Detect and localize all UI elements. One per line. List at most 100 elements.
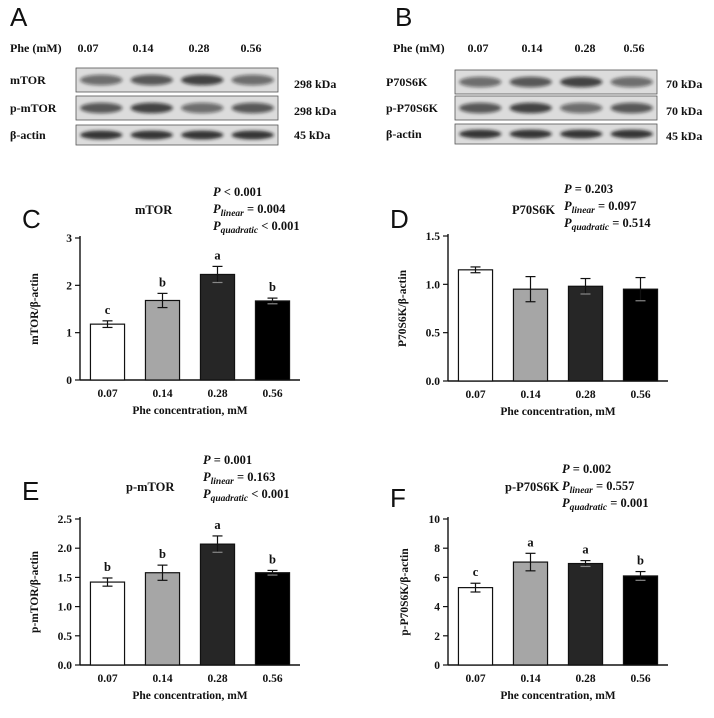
y-axis-label: mTOR/β-actin [29,273,41,345]
stat-symbol: P [203,470,211,484]
kda-label: 70 kDa [666,77,702,91]
blot-band [80,102,123,114]
bar [567,285,604,382]
stat-line: Plinear = 0.163 [203,470,275,487]
blot-row: β-actin 45 kDa [386,123,702,145]
kda-label: 70 kDa [666,104,702,118]
blot-band [610,102,653,114]
panel-letter: F [390,483,406,513]
stat-value: < 0.001 [248,487,290,501]
blot-row: β-actin 45 kDa [10,124,330,146]
x-axis-label: Phe concentration, mM [500,690,615,702]
kda-label: 298 kDa [294,77,336,91]
bar [512,561,549,666]
kda-label: 298 kDa [294,104,336,118]
y-tick-label: 6 [434,572,440,584]
x-tick-label: 0.28 [575,673,595,685]
y-tick-label: 0.0 [58,660,73,672]
stat-symbol: P [213,185,221,199]
bar [199,543,236,666]
x-tick-label: 0.07 [465,673,485,685]
blot-band [459,129,502,139]
panel-letter: A [10,2,28,32]
y-tick-label: 1.5 [426,231,441,243]
stat-symbol: P [562,462,570,476]
stat-line: P < 0.001 [213,185,262,199]
x-tick-label: 0.07 [97,388,117,400]
significance-letter: a [582,543,589,557]
x-tick-label: 0.56 [262,673,282,685]
y-tick-label: 1 [66,328,72,340]
stat-symbol: P [213,219,221,233]
stat-subscript: quadratic [572,223,610,233]
stat-line: Plinear = 0.097 [564,199,636,216]
stat-symbol: P [203,453,211,467]
bar [89,581,126,666]
panel-letter: D [390,204,409,234]
blot-band [509,129,552,139]
stat-symbol: P [562,479,570,493]
stat-subscript: linear [570,486,594,496]
blot-band [231,74,274,86]
blot-band [560,102,603,114]
x-axis-label: Phe concentration, mM [132,405,247,417]
x-tick-label: 0.07 [465,389,485,401]
significance-letter: b [269,552,276,566]
significance-letter: b [104,560,111,574]
stat-symbol: P [562,496,570,510]
stat-symbol: P [564,216,572,230]
blot-row: p-P70S6K 70 kDa [386,95,702,121]
lane-label: 0.07 [78,41,99,55]
blot-band [130,102,173,114]
x-axis-label: Phe concentration, mM [132,690,247,702]
stat-line: Plinear = 0.004 [213,202,286,219]
bar [144,299,181,381]
y-tick-label: 0.5 [58,631,73,643]
stat-line: Pquadratic = 0.514 [564,216,651,233]
lane-label: 0.28 [189,41,210,55]
x-tick-label: 0.14 [520,673,540,685]
lane-label: 0.56 [241,41,262,55]
blot-membrane [454,123,658,145]
stat-value: = 0.004 [244,202,286,216]
x-tick-label: 0.56 [630,389,650,401]
significance-letter: a [527,535,534,549]
y-tick-label: 2.0 [58,543,73,555]
bar [89,323,126,381]
stat-value: < 0.001 [221,185,263,199]
x-tick-label: 0.28 [207,673,227,685]
stat-value: = 0.163 [234,470,276,484]
stat-line: Plinear = 0.557 [562,479,634,496]
x-tick-label: 0.28 [207,388,227,400]
bar [622,575,659,666]
stat-subscript: linear [572,206,596,216]
x-tick-label: 0.14 [152,673,172,685]
significance-letter: b [159,275,166,289]
y-tick-label: 4 [434,602,440,614]
stat-subscript: quadratic [211,494,249,504]
stat-value: = 0.002 [570,462,612,476]
significance-letter: c [473,565,479,579]
x-tick-label: 0.14 [152,388,172,400]
chart-title: p-P70S6K [505,480,559,494]
significance-letter: a [214,518,221,532]
lane-label: 0.28 [575,41,596,55]
blot-band [610,76,653,88]
chart-title: P70S6K [512,203,555,217]
bar [199,273,236,381]
panel-letter: E [22,476,39,506]
stat-line: P = 0.002 [562,462,611,476]
y-tick-label: 1.0 [58,602,73,614]
blot-membrane [75,124,279,146]
y-tick-label: 0 [434,660,440,672]
x-tick-label: 0.07 [97,673,117,685]
significance-letter: b [637,554,644,568]
y-tick-label: 2 [434,631,440,643]
stat-line: Pquadratic = 0.001 [562,496,649,513]
blot-band [130,130,173,140]
protein-label: β-actin [386,127,422,141]
